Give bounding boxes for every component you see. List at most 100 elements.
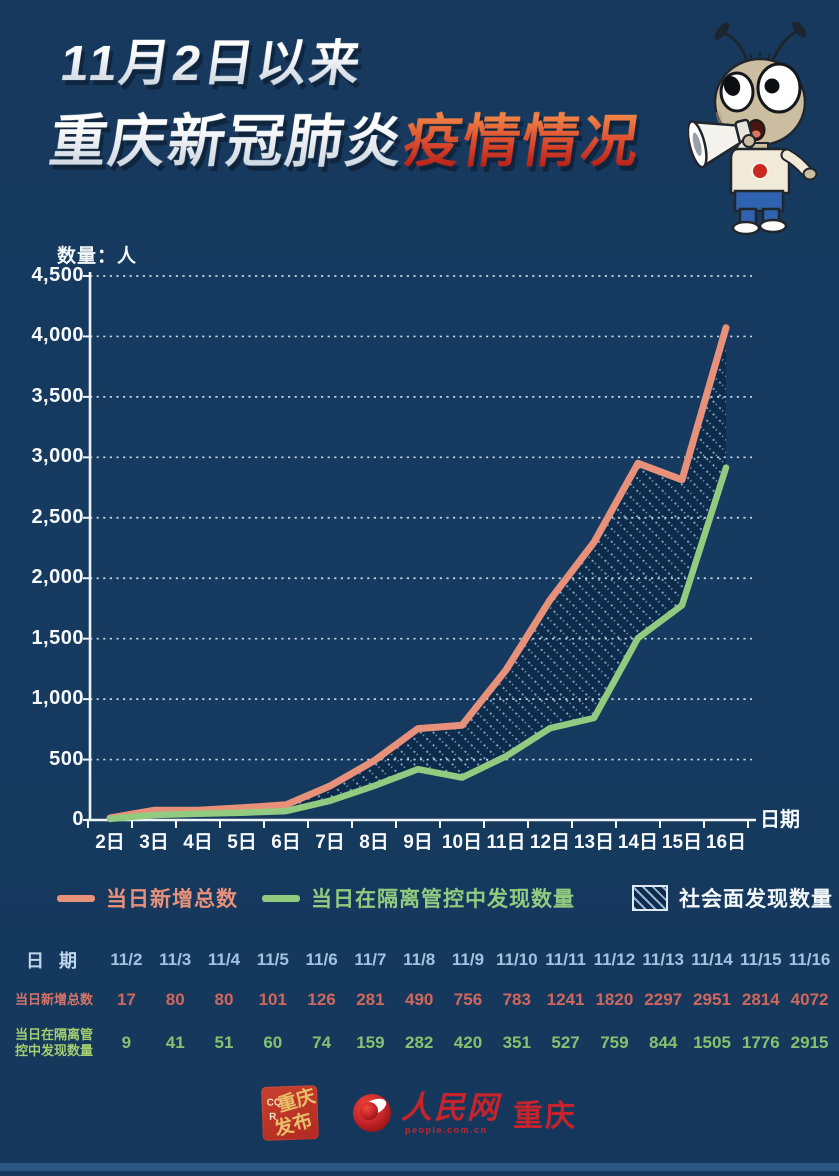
table-value-cell: 74 [312,1033,332,1052]
table-date-cell: 11/11 [545,950,586,969]
x-tick-label: 14日 [617,832,659,853]
x-tick-label: 4日 [183,832,213,853]
table-value-cell: 1241 [546,990,585,1009]
legend-swatch-community-hatch [632,885,668,911]
chart-legend: 当日新增总数 当日在隔离管控中发现数量 社会面发现数量 [0,878,839,918]
title-line2-white: 重庆新冠肺炎 [45,110,409,174]
table-date-cell: 11/2 [110,950,143,969]
table-value-cell: 1505 [693,1033,731,1052]
table-date-cell: 11/15 [739,950,782,969]
mascot-pants [733,189,785,213]
table-value-cell: 2915 [790,1033,829,1052]
x-tick-label: 3日 [139,832,169,853]
y-tick-label: 1,500 [31,626,84,649]
table-date-cell: 11/9 [451,950,485,969]
table-value-cell: 126 [307,990,336,1009]
table-header-date-label: 日 期 [25,951,82,971]
page-title: 11月2日以来 重庆新冠肺炎疫情情况 [46,35,655,174]
legend-label-total: 当日新增总数 [106,888,238,911]
table-value-cell: 351 [502,1033,531,1052]
title-line1: 11月2日以来 [57,35,655,91]
table-date-cell: 11/14 [691,950,733,969]
table-date-cell: 11/10 [495,950,538,969]
table-date-cell: 11/16 [788,950,831,969]
y-tick-label: 0 [72,808,84,830]
x-tick-label: 8日 [359,832,389,853]
table-value-cell: 783 [502,990,531,1009]
peoples-daily-wordmark: 人民网 [401,1089,500,1125]
table-row-label: 当日新增总数 [14,991,93,1007]
table-date-cell: 11/4 [207,950,241,969]
table-value-cell: 527 [551,1033,580,1052]
data-table: 日 期 11/2 11/3 11/4 11/5 11/6 11/7 11/8 11/9 11/10… [6,940,834,1066]
table-date-cell: 11/5 [256,950,289,969]
footer-logos: CQ R 重庆 发布 人民网 people.com.cn 重庆 [0,1085,839,1141]
mascot-antenna-left [724,31,750,65]
title-line2: 重庆新冠肺炎疫情情况 [46,110,645,174]
table-value-cell: 80 [214,990,234,1009]
table-value-cell: 282 [405,1033,434,1052]
table-value-cell: 4072 [790,990,829,1009]
y-tick-label: 500 [49,747,84,770]
table-date-cell: 11/12 [593,950,636,969]
table-value-cell: 101 [258,990,287,1009]
legend-label-isolation: 当日在隔离管控中发现数量 [311,888,575,911]
table-value-cell: 281 [356,990,385,1009]
table-value-cell: 420 [453,1033,483,1052]
table-date-cell: 11/6 [305,950,338,969]
x-tick-label: 15日 [661,832,703,853]
x-tick-label: 12日 [529,832,571,853]
table-value-cell: 159 [356,1033,385,1052]
mascot-illustration [688,22,818,236]
peoples-daily-region: 重庆 [513,1100,577,1133]
title-line2-accent: 疫情情况 [399,110,645,174]
mascot-antenna-right [770,29,798,63]
table-row-label: 当日在隔离管 控中发现数量 [14,1026,93,1058]
y-axis-unit-label: 数量：人 [57,246,138,267]
y-tick-label: 3,500 [31,384,84,407]
table-value-cell: 2951 [693,990,731,1009]
table-value-cell: 844 [649,1033,678,1052]
table-date-cell: 11/7 [354,950,387,969]
table-value-cell: 1776 [741,1033,780,1052]
y-tick-label: 2,500 [31,505,84,528]
table-value-cell: 756 [453,990,483,1009]
table-value-cell: 490 [405,990,434,1009]
table-value-cell: 759 [600,1033,629,1052]
legend-item-community: 社会面发现数量 [632,878,833,918]
y-tick-label: 4,000 [31,324,84,347]
x-tick-label: 11日 [486,832,526,853]
x-tick-label: 6日 [271,832,301,853]
table-date-cell: 11/13 [642,950,684,969]
y-tick-label: 1,000 [31,687,84,710]
legend-swatch-isolation-line [262,894,300,902]
table-date-cell: 11/3 [159,950,192,969]
table-value-cell: 17 [116,990,136,1009]
bottom-edge-strip [0,1163,839,1171]
y-tick-label: 2,000 [31,566,84,589]
x-tick-label: 16日 [705,832,747,853]
legend-item-total: 当日新增总数 [57,878,238,918]
seal-text-bottom: 发布 [272,1110,315,1141]
table-value-cell: 1820 [595,990,634,1009]
mascot-badge [751,162,769,180]
x-tick-label: 5日 [227,832,257,853]
legend-swatch-total-line [57,894,95,902]
table-value-cell: 60 [263,1033,283,1052]
table-value-cell: 80 [165,990,185,1009]
x-tick-label: 9日 [403,832,433,853]
x-tick-label: 10日 [441,832,483,853]
legend-label-community: 社会面发现数量 [679,888,833,911]
table-value-cell: 2814 [741,990,780,1009]
table-value-cell: 51 [214,1033,234,1052]
y-tick-label: 4,500 [31,264,84,286]
x-axis-title: 日期 [760,809,800,831]
table-value-cell: 9 [121,1033,132,1052]
legend-item-isolation: 当日在隔离管控中发现数量 [262,878,575,918]
peoples-daily-logo: 人民网 people.com.cn 重庆 [352,1091,577,1135]
y-tick-label: 3,000 [31,445,84,468]
table-value-cell: 2297 [644,990,683,1009]
x-tick-label: 13日 [573,832,615,853]
seal-text-top: 重庆 [275,1085,318,1117]
